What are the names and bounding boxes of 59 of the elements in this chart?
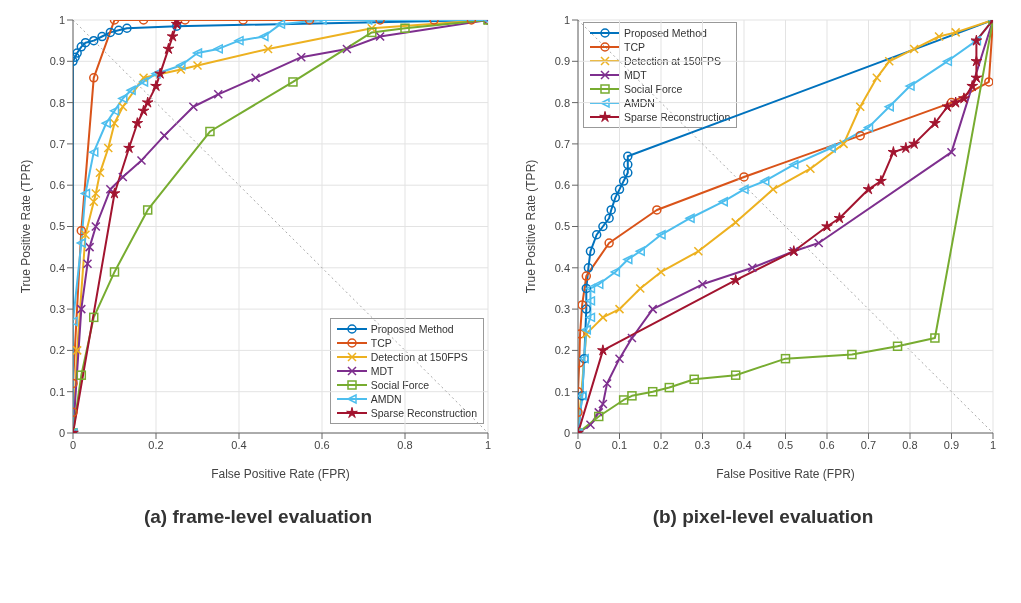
x-tick-label: 0.7 xyxy=(860,438,877,451)
y-tick-label: 0.5 xyxy=(49,220,65,233)
y-tick-label: 0.4 xyxy=(49,261,65,274)
y-tick-label: 0.3 xyxy=(49,303,65,316)
x-tick-label: 0.1 xyxy=(611,438,628,451)
x-tick-label: 1 xyxy=(484,438,492,451)
legend-label: Sparse Reconstruction xyxy=(624,111,731,123)
legend-label: TCP xyxy=(370,337,392,349)
y-tick-label: 0.4 xyxy=(554,261,570,274)
x-tick-label: 0 xyxy=(574,438,582,451)
legend-label: Detection at 150FPS xyxy=(370,351,468,363)
legend-label: Proposed Method xyxy=(624,27,707,39)
x-tick-label: 0.4 xyxy=(736,438,752,451)
x-tick-label: 0.3 xyxy=(694,438,711,451)
legend-label: AMDN xyxy=(624,97,655,109)
y-tick-label: 0.8 xyxy=(554,96,570,109)
x-tick-label: 0 xyxy=(69,438,77,451)
x-axis-title: False Positive Rate (FPR) xyxy=(716,467,855,481)
x-tick-label: 0.8 xyxy=(902,438,918,451)
y-tick-label: 0.5 xyxy=(554,220,570,233)
y-tick-label: 0.9 xyxy=(554,55,570,68)
x-tick-label: 0.2 xyxy=(148,438,164,451)
y-tick-label: 0.1 xyxy=(554,385,570,398)
legend-label: MDT xyxy=(370,365,394,377)
legend-label: AMDN xyxy=(370,393,402,405)
y-axis-title: True Positive Rate (TPR) xyxy=(524,159,539,294)
y-tick-label: 0.9 xyxy=(49,55,65,68)
legend-label: Proposed Method xyxy=(370,323,454,335)
legend-label: MDT xyxy=(624,69,647,81)
x-tick-label: 0.2 xyxy=(653,438,669,451)
x-tick-label: 0.5 xyxy=(777,438,794,451)
y-tick-label: 0.8 xyxy=(49,96,65,109)
legend-label: Sparse Reconstruction xyxy=(370,407,477,419)
legend-label: Social Force xyxy=(370,379,430,391)
y-tick-label: 0.7 xyxy=(49,137,65,150)
legend-label: Detection at 150FPS xyxy=(624,55,721,67)
y-tick-label: 0.6 xyxy=(49,179,65,192)
x-tick-label: 1 xyxy=(989,438,997,451)
x-tick-label: 0.8 xyxy=(397,438,413,451)
y-tick-label: 0.1 xyxy=(49,385,65,398)
y-tick-label: 0.2 xyxy=(49,344,65,357)
y-tick-label: 0.3 xyxy=(554,303,570,316)
x-tick-label: 0.6 xyxy=(819,438,835,451)
y-tick-label: 1 xyxy=(58,13,65,26)
x-tick-label: 0.6 xyxy=(314,438,330,451)
x-tick-label: 0.4 xyxy=(231,438,247,451)
y-tick-label: 1 xyxy=(563,13,570,26)
x-axis-title: False Positive Rate (FPR) xyxy=(211,467,350,481)
y-tick-label: 0 xyxy=(563,426,570,439)
y-tick-label: 0.2 xyxy=(554,344,570,357)
legend-label: TCP xyxy=(624,41,645,53)
x-tick-label: 0.9 xyxy=(943,438,960,451)
y-axis-title: True Positive Rate (TPR) xyxy=(19,159,34,294)
y-tick-label: 0.7 xyxy=(554,137,570,150)
text: (a) frame-level evaluation xyxy=(142,506,374,528)
text: (b) pixel-level evaluation xyxy=(651,506,875,528)
legend-label: Social Force xyxy=(624,83,683,95)
y-tick-label: 0 xyxy=(58,426,65,439)
y-tick-label: 0.6 xyxy=(554,179,570,192)
